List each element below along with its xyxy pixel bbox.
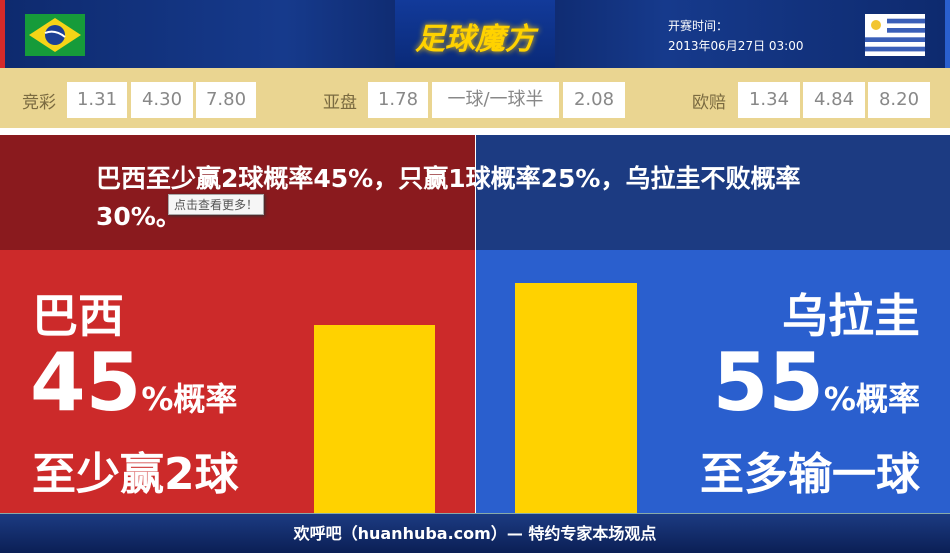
jingcai-odds-loss: 7.80 (196, 82, 256, 118)
home-probability-bar (314, 324, 435, 513)
oupei-odds-loss: 8.20 (868, 82, 930, 118)
home-color-strip (0, 0, 5, 68)
yapan-handicap: 一球/一球半 (432, 82, 559, 118)
home-desc: 至少赢2球 (32, 449, 239, 500)
kickoff-label: 开赛时间： (668, 19, 729, 33)
away-pct-value: 55 (712, 336, 824, 429)
home-probability: 45%概率 (30, 338, 237, 444)
headline-bg-away (476, 135, 950, 250)
logo-panel: 足球魔方 (395, 0, 555, 68)
away-color-strip (945, 0, 950, 68)
jingcai-label: 竞彩 (22, 93, 56, 113)
home-panel: 巴西 45%概率 至少赢2球 (0, 250, 475, 513)
header: 足球魔方 开赛时间： 2013年06月27日 03:00 (0, 0, 950, 68)
away-probability: 55%概率 (713, 338, 920, 444)
home-team-name: 巴西 (32, 289, 124, 343)
home-pct-value: 45 (30, 336, 142, 429)
kickoff-info: 开赛时间： 2013年06月27日 03:00 (668, 16, 803, 56)
tooltip: 点击查看更多！ (168, 194, 265, 215)
yapan-odds-home: 1.78 (368, 82, 428, 118)
oupei-odds-draw: 4.84 (803, 82, 865, 118)
away-panel: 乌拉圭 55%概率 至多输一球 (476, 250, 950, 513)
kickoff-time: 2013年06月27日 03:00 (668, 39, 804, 53)
headline-bg-home (0, 135, 475, 250)
away-probability-bar (515, 283, 637, 513)
oupei-label: 欧赔 (692, 93, 726, 113)
divider (0, 128, 950, 135)
home-pct-suffix: %概率 (141, 380, 238, 418)
oupei-odds-win: 1.34 (738, 82, 800, 118)
jingcai-odds-draw: 4.30 (131, 82, 193, 118)
uruguay-flag-icon (865, 14, 925, 56)
yapan-label: 亚盘 (323, 93, 357, 113)
logo: 足球魔方 (415, 22, 535, 57)
away-team-name: 乌拉圭 (782, 289, 920, 343)
jingcai-odds-win: 1.31 (67, 82, 127, 118)
headline-link[interactable]: 巴西至少赢2球概率45%，只赢1球概率25%，乌拉圭不败概率30%。 (96, 164, 801, 231)
away-pct-suffix: %概率 (823, 380, 920, 418)
footer: 欢呼吧（huanhuba.com）— 特约专家本场观点 (0, 513, 950, 553)
odds-bar: 竞彩 1.31 4.30 7.80 亚盘 1.78 一球/一球半 2.08 欧赔… (0, 68, 950, 128)
yapan-odds-away: 2.08 (563, 82, 625, 118)
away-desc: 至多输一球 (700, 449, 920, 500)
brazil-flag-icon (25, 14, 85, 56)
